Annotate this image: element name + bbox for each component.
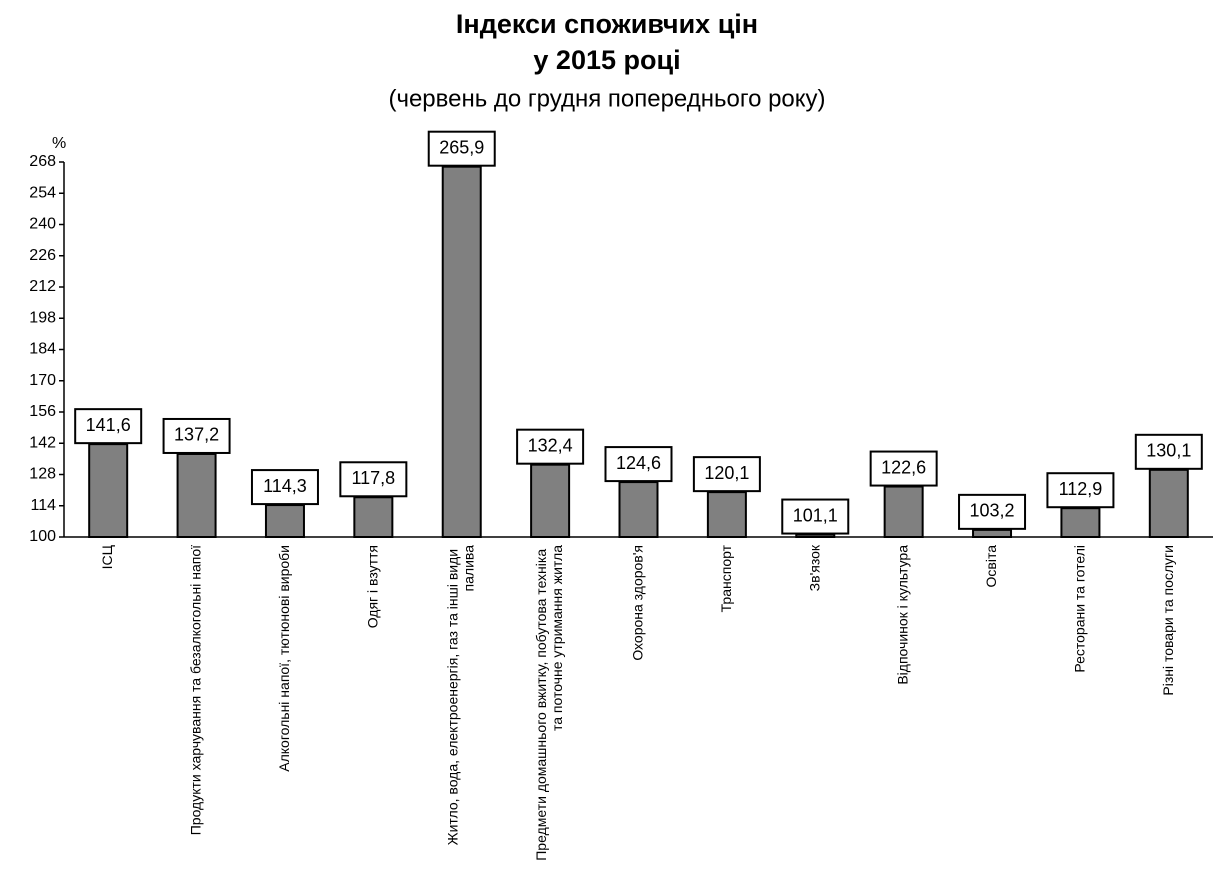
chart-title-line: у 2015 році [533,45,680,75]
x-tick-label-group: Предмети домашнього вжитку, побутова тех… [533,545,565,861]
x-tick-label: Ресторани та готелі [1071,545,1087,673]
value-label-box [692,456,761,493]
bar [1060,507,1101,538]
chart-title: Індекси споживчих цін [456,9,758,39]
x-tick-label-group: Ресторани та готелі [1071,545,1087,673]
y-tick-label: 254 [29,184,56,201]
x-tick-label-group: ІСЦ [99,544,115,569]
x-tick-label: Зв'язок [806,544,822,591]
value-label-box [781,498,850,535]
value-label: 120,1 [704,463,749,483]
value-label: 103,2 [970,501,1015,521]
value-label-box [162,417,231,454]
value-label-box [74,408,143,445]
y-tick-label: 170 [29,372,56,389]
value-label-box [1046,472,1115,509]
x-tick-label: Освіта [983,545,999,588]
y-tick-label: 128 [29,466,56,483]
value-label: 265,9 [439,137,484,157]
value-label: 137,2 [174,425,219,445]
y-tick-label: 240 [29,216,56,233]
x-tick-label: Продукти харчування та безалкогольні нап… [187,545,203,835]
value-label-box [1134,433,1203,470]
value-label-box [250,469,319,506]
y-tick-label: 156 [29,403,56,420]
x-tick-label: Охорона здоров'я [629,545,645,661]
value-label: 114,3 [263,476,307,496]
x-tick-label-group: Житло, вода, електроенергія, газ та інші… [444,545,476,846]
bar [530,463,571,538]
x-tick-label-group: Одяг і взуття [364,545,380,628]
bar [264,504,305,538]
y-tick-label: 212 [29,278,56,295]
value-label-box [958,493,1027,530]
value-label-box [427,130,496,167]
value-label: 112,9 [1059,479,1103,499]
value-label: 122,6 [881,457,926,477]
bar [88,443,129,538]
value-label: 101,1 [793,505,838,525]
x-tick-label: Одяг і взуття [364,545,380,628]
x-tick-label: ІСЦ [99,544,115,569]
bar [441,165,482,538]
bar [706,491,747,539]
bar [618,481,659,539]
y-tick-label: 142 [29,434,56,451]
x-tick-label: Предмети домашнього вжитку, побутова тех… [533,545,565,861]
value-label: 117,8 [351,468,395,488]
bar [883,485,924,538]
chart-subtitle: (червень до грудня попереднього року) [388,85,825,112]
bar [972,528,1013,538]
x-tick-label-group: Відпочинок і культура [894,545,910,685]
value-label: 132,4 [528,435,573,455]
value-label-box [604,446,673,483]
y-tick-label: 198 [29,309,56,326]
x-tick-label-group: Продукти харчування та безалкогольні нап… [187,545,203,835]
value-label-box [516,428,585,465]
x-tick-label: Алкогольні напої, тютюнові вироби [276,545,292,772]
x-tick-label-group: Алкогольні напої, тютюнові вироби [276,545,292,772]
value-label-box [339,461,408,498]
value-label-box [869,450,938,487]
y-axis-label: % [52,135,66,152]
x-tick-label: Різні товари та послуги [1160,545,1176,696]
y-tick-label: 100 [29,528,56,545]
x-tick-label-group: Охорона здоров'я [629,545,645,661]
x-tick-label: Відпочинок і культура [894,545,910,685]
x-tick-label-group: Освіта [983,545,999,588]
x-tick-label-group: Різні товари та послуги [1160,545,1176,696]
bar [1148,468,1189,538]
value-label: 141,6 [86,415,131,435]
x-tick-label: Житло, вода, електроенергія, газ та інші… [444,545,476,846]
value-label: 124,6 [616,453,661,473]
value-label: 130,1 [1146,441,1191,461]
x-tick-label: Транспорт [718,544,734,612]
y-tick-label: 114 [30,497,56,514]
bar [176,452,217,539]
y-tick-label: 226 [29,247,56,264]
y-tick-label: 184 [29,341,56,358]
y-tick-label: 268 [29,153,56,170]
bar [353,496,394,538]
x-tick-label-group: Транспорт [718,544,734,612]
x-tick-label-group: Зв'язок [806,544,822,591]
